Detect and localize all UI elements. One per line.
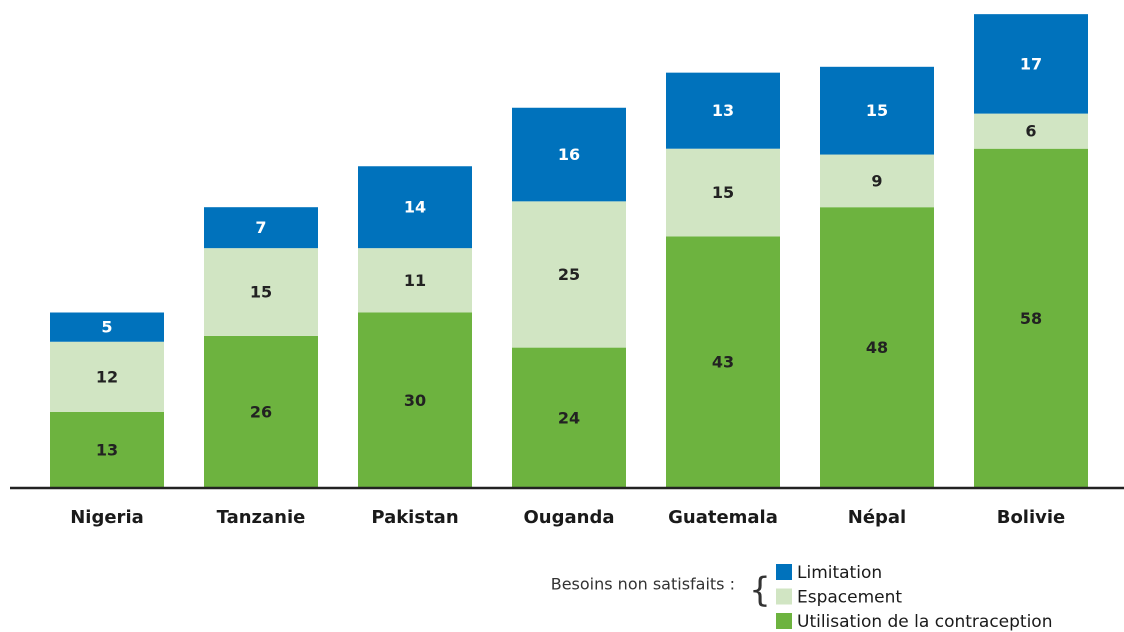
- data-label: 12: [96, 367, 118, 386]
- x-tick-label: Bolivie: [997, 507, 1066, 528]
- data-label: 16: [558, 145, 580, 164]
- bar-segment: [974, 14, 1088, 114]
- data-label: 15: [250, 283, 272, 302]
- legend-swatch: [776, 564, 792, 580]
- bar-segment: [50, 341, 164, 412]
- data-label: 26: [250, 402, 272, 421]
- bar-segment: [512, 201, 626, 348]
- legend-title: Besoins non satisfaits :: [551, 575, 735, 594]
- x-tick-label: Ouganda: [524, 507, 615, 528]
- bar-segment: [820, 154, 934, 208]
- bar-segment: [820, 207, 934, 488]
- data-label: 48: [866, 338, 888, 357]
- x-tick-label: Nigeria: [70, 507, 144, 528]
- x-tick-label: Népal: [848, 507, 906, 528]
- data-label: 15: [712, 183, 734, 202]
- legend-swatch: [776, 588, 792, 605]
- legend-label: Espacement: [797, 588, 902, 608]
- bar-segment: [512, 347, 626, 488]
- x-tick-label: Pakistan: [371, 507, 458, 528]
- x-tick-label: Tanzanie: [217, 507, 306, 528]
- legend-brace: {: [749, 571, 771, 611]
- data-label: 25: [558, 265, 580, 284]
- bar-segment: [50, 411, 164, 488]
- data-label: 43: [712, 353, 734, 372]
- data-label: 30: [404, 391, 426, 410]
- data-label: 17: [1020, 54, 1042, 73]
- x-tick-label: Guatemala: [668, 507, 778, 528]
- data-label: 5: [101, 318, 112, 337]
- data-label: 13: [712, 101, 734, 120]
- bar-segment: [974, 148, 1088, 488]
- bar-segment: [666, 148, 780, 237]
- legend-label: Utilisation de la contraception: [797, 612, 1052, 632]
- bar-segment: [50, 312, 164, 342]
- bar-segment: [666, 236, 780, 488]
- bar-segment: [358, 248, 472, 313]
- data-label: 7: [255, 218, 266, 237]
- data-label: 9: [871, 171, 882, 190]
- bar-segment: [204, 248, 318, 336]
- bar-segment: [820, 66, 934, 155]
- data-label: 11: [404, 271, 426, 290]
- data-label: 58: [1020, 309, 1042, 328]
- bar-segment: [666, 72, 780, 149]
- data-label: 6: [1025, 122, 1036, 141]
- data-label: 15: [866, 101, 888, 120]
- bar-segment: [512, 107, 626, 202]
- bar-segment: [358, 312, 472, 488]
- legend-swatch: [776, 613, 792, 629]
- legend-label: Limitation: [797, 563, 882, 583]
- bar-segment: [204, 207, 318, 249]
- data-label: 24: [558, 408, 580, 427]
- bar-segment: [204, 335, 318, 488]
- bar-segment: [974, 113, 1088, 149]
- data-label: 14: [404, 198, 426, 217]
- data-label: 13: [96, 440, 118, 459]
- bar-segment: [358, 166, 472, 249]
